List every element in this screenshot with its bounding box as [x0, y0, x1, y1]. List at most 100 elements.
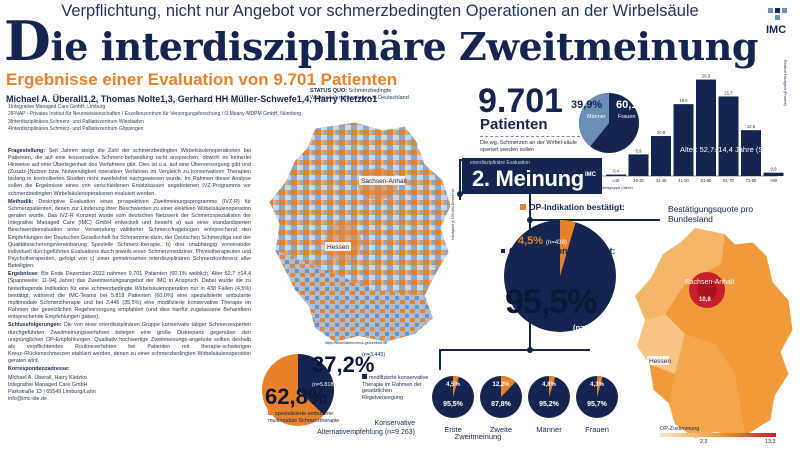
patient-count: 9.701	[478, 82, 564, 120]
legend-gradient	[660, 433, 776, 437]
op-rejected-label: OP-Indikation abgelehnt:	[500, 246, 616, 257]
small-pie-1: 12,2% 87,8% Zweite	[478, 374, 524, 434]
small-pie-slice	[453, 376, 459, 397]
age-tick-label: 51-60	[701, 178, 712, 183]
korr-email[interactable]: info@imc-ide.de	[8, 396, 48, 403]
title-rest: ie interdisziplinäre Zweitmeinung	[50, 24, 758, 69]
korr-line: Parkstraße 13 | 65549 Limburg/Lahn	[8, 389, 96, 396]
small-pie-bottom: 95,5%	[443, 401, 464, 408]
small-pie-label: Erste	[444, 425, 462, 434]
divider	[480, 136, 580, 137]
op-confirmed-label: OP-Indikation bestätigt:	[520, 202, 625, 212]
small-pie-top: 4,5%	[446, 382, 460, 388]
spez-n: (n=5.818)	[312, 382, 336, 388]
gender-pie: 39,9% 60,1% Männer Frauen	[571, 93, 647, 153]
age-tick-label: >80	[770, 178, 778, 183]
age-bar-label: 12,5	[747, 124, 756, 129]
age-bar	[763, 172, 784, 176]
age-tick-label: 61-70	[723, 178, 734, 183]
status-map: Sachsen-Anhalt Hessen Häufigkeit je 100.…	[268, 121, 455, 345]
age-bar-label: 5,9	[636, 148, 642, 153]
affiliations: 1Integrative Managed Care GmbH, Limburg …	[8, 104, 301, 134]
germany-state2: Hessen	[649, 358, 671, 365]
patient-label: Patienten	[480, 116, 548, 133]
op-pie-confirmed	[560, 220, 576, 276]
men-label: Männer	[587, 114, 606, 120]
op-pie: 4,5% (n=438)	[504, 220, 616, 332]
small-pie-slice	[501, 376, 516, 397]
age-bar	[718, 96, 739, 176]
spez-text: spezialisierte ambulante multimodale Sch…	[268, 410, 360, 424]
age-bar-label: 10,9	[657, 130, 666, 135]
germany-title: Bestätigungsquote pro Bundesland	[668, 204, 754, 224]
y-axis-label: Relative Häufigkeit (Prozent)	[783, 60, 787, 106]
top-claim: Verpflichtung, nicht nur Angebot vor sch…	[61, 2, 699, 20]
para-methodik: Deskriptive Evaluation eines prospektive…	[8, 199, 251, 269]
small-pie-3: 4,3% 95,7% Frauen	[574, 374, 620, 434]
konserv-desc: modifizierte konservative Therapie im Ra…	[362, 375, 429, 401]
small-pie-2: 4,8% 95,2% Männer	[526, 374, 572, 434]
small-pie-top: 4,3%	[590, 382, 604, 388]
small-pie-label: Männer	[536, 425, 562, 434]
connector-lines	[439, 159, 660, 370]
small-pie-bottom: 95,7%	[587, 401, 608, 408]
subtitle: Ergebnisse einer Evaluation von 9.701 Pa…	[6, 70, 398, 89]
age-bar-label: 0,9	[771, 167, 777, 172]
op-rejected-n: (n=9.263)	[573, 323, 606, 332]
age-bar-label: 19,6	[679, 98, 688, 103]
konserv-n: (n=3.445)	[362, 352, 386, 358]
small-pie-label: Zweite	[489, 425, 513, 434]
age-bar	[741, 130, 761, 176]
heading-korrespondenz: Korrespondenzadresse:	[8, 366, 70, 373]
authors: Michael A. Überall1,2, Thomas Nolte1,3, …	[6, 94, 378, 104]
imc-logo: IMC	[765, 6, 797, 36]
affiliation: 1Integrative Managed Care GmbH, Limburg	[8, 104, 106, 110]
op-confirmed-text: OP-Indikation bestätigt:	[529, 202, 625, 212]
alt-pie-konserv	[298, 354, 334, 415]
age-bar	[673, 104, 694, 176]
status-label: STATUS QUO:	[310, 88, 348, 94]
age-bar	[606, 174, 626, 176]
op-rejected-pct: 95,5%	[505, 283, 597, 321]
alt-pie	[262, 354, 334, 426]
age-tick-label: ≤18	[613, 178, 621, 183]
konserv-pct: 37,2%	[312, 352, 375, 377]
small-pie-top: 12,2%	[492, 382, 510, 388]
para-ergebnisse: Bis Ende Dezember 2022 nahmen 9.701 Pati…	[8, 271, 251, 320]
title-dropcap: D	[4, 9, 51, 73]
konserv-text: modifizierte konservative Therapie im Ra…	[362, 374, 432, 401]
korr-line: Michael A. Überall, Harry Kletzko	[8, 374, 87, 381]
small-pie-slice	[549, 376, 556, 397]
women-pct: 60,1%	[616, 99, 647, 111]
age-tick-label: 41-50	[678, 178, 689, 183]
status-quo: STATUS QUO: Schmerzbedingte Wirbelsäulen…	[310, 88, 430, 102]
map-label-sachsen-anhalt: Sachsen-Anhalt	[361, 178, 407, 185]
spez-desc: spezialisierte ambulante multimodale Sch…	[268, 411, 340, 424]
legend-max: 13,3	[765, 439, 776, 445]
age-tick-label: 31-40	[656, 178, 667, 183]
map-label-hessen: Hessen	[327, 244, 349, 251]
legend-min: 2,2	[700, 439, 708, 445]
age-bar-label: 26,3	[702, 74, 711, 79]
small-pie-0: 4,5% 95,5% Erste	[430, 374, 476, 434]
banner-label: 2. Meinung	[472, 166, 584, 191]
heading-fragestellung: Fragestellung:	[8, 148, 46, 154]
banner-small-text: Interdisziplinäre Evaluation	[470, 160, 530, 166]
status-text: Schmerzbedingte Wirbelsäulenoperationen …	[310, 88, 409, 101]
small-pie-bottom: 87,8%	[491, 401, 512, 408]
spez-pct: 62,8%	[265, 384, 328, 409]
age-tick-label: 19-30	[633, 178, 644, 183]
heading-methodik: Methodik:	[8, 199, 34, 206]
patient-note: Die wg. Schmerzen an der Wirbel-säule op…	[480, 140, 577, 153]
zweitmeinung-banner: Interdisziplinäre Evaluation 2. Meinung …	[462, 158, 602, 194]
germany-state1-val: 10,8	[699, 297, 711, 303]
op-rejected-text: OP-Indikation abgelehnt:	[509, 246, 616, 256]
age-bar	[651, 136, 671, 176]
men-pct: 39,9%	[571, 99, 602, 111]
op-confirmed-pct: 4,5%	[518, 235, 543, 247]
logo-text: IMC	[766, 24, 786, 36]
age-bar-label: 21,7	[724, 90, 733, 95]
para-fragestellung: Seit Jahren steigt die Zahl der schmerzb…	[8, 148, 251, 197]
korr-line: Integrative Managed Care GmbH	[8, 381, 88, 388]
